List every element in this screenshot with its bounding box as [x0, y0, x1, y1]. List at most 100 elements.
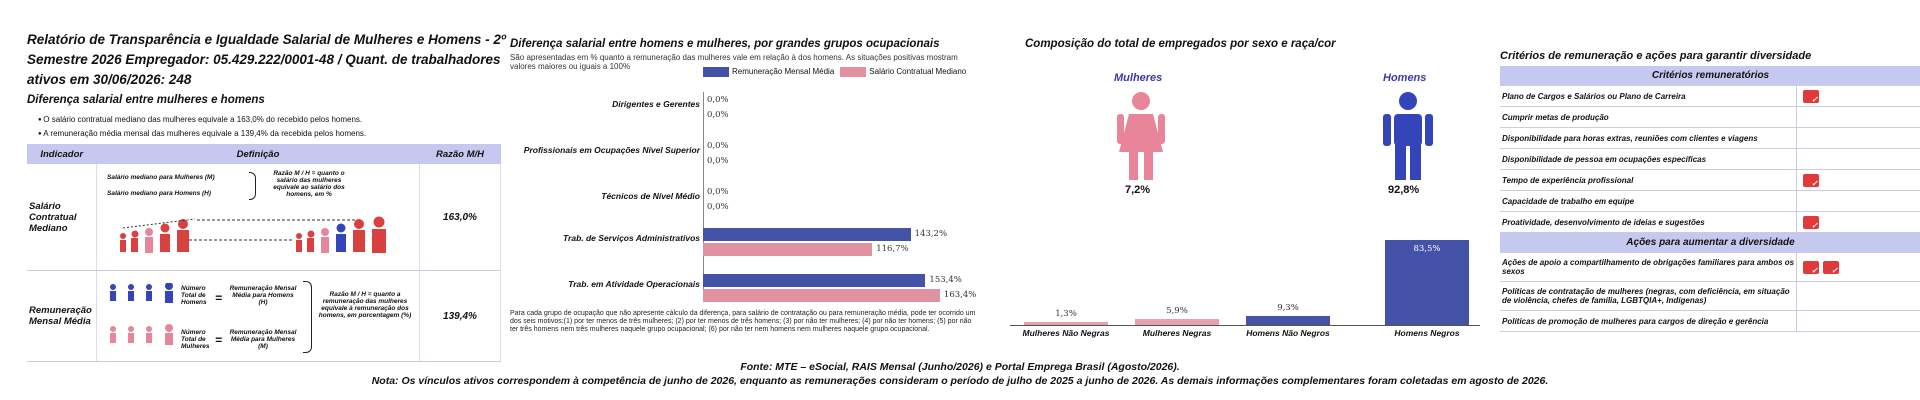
brace: [303, 281, 312, 353]
report-title: Relatório de Transparência e Igualdade S…: [27, 32, 506, 87]
man-icon: [1383, 92, 1433, 180]
criteria-marker: [1796, 252, 1920, 282]
composition-bar: [1246, 315, 1330, 325]
ratio-value: 163,0%: [419, 164, 501, 271]
indicator-name: Remuneração Mensal Média: [27, 270, 97, 362]
category-label: Trab. em Atividade Operacionais: [568, 279, 700, 289]
def-men-result: Remuneração Mensal Média para Homens (H): [229, 285, 297, 306]
bar-value-label: 153,4%: [929, 275, 962, 285]
chart-legend: Remuneração Mensal Média Salário Contrat…: [703, 67, 966, 77]
table-row: Salário Contratual Mediano Salário media…: [27, 164, 501, 271]
ratio-value: 139,4%: [419, 270, 501, 362]
col-header-definition: Definição: [96, 144, 420, 164]
table-row: Proatividade, desenvolvimento de ideias …: [1500, 211, 1920, 233]
footer-note: Nota: Os vínculos ativos correspondem à …: [371, 375, 1549, 387]
table-row: Cumprir metas de produção: [1500, 106, 1920, 128]
men-icons: [296, 216, 386, 253]
check-people-icon: [1803, 260, 1819, 275]
category-label: Dirigentes e Gerentes: [612, 99, 700, 109]
criteria-marker: [1796, 148, 1920, 170]
bar-value-label: 0,0%: [707, 156, 729, 166]
def-note: Razão M / H = quanto a remuneração das m…: [318, 291, 412, 319]
section-header: Critérios remuneratórios: [1500, 66, 1920, 86]
criteria-marker: [1796, 106, 1920, 128]
criteria-marker: [1796, 211, 1920, 233]
chart-note: São apresentadas em % quanto a remuneraç…: [510, 53, 958, 71]
criteria-label: Cumprir metas de produção: [1500, 106, 1797, 128]
criteria-label: Políticas de promoção de mulheres para c…: [1500, 310, 1797, 332]
chart-footnote: Para cada grupo de ocupação que não apre…: [510, 310, 976, 333]
composition-axis: [1010, 325, 1480, 326]
criteria-marker: [1796, 127, 1920, 149]
composition-bar: [1135, 318, 1219, 325]
def-line: Salário mediano para Homens (H): [107, 190, 212, 197]
criteria-marker: [1796, 85, 1920, 107]
criteria-label: Ações de apoio a compartilhamento de obr…: [1500, 252, 1797, 282]
bar-value-label: 0,0%: [707, 187, 729, 197]
bullet-item: O salário contratual mediano das mulhere…: [38, 113, 366, 127]
def-note: Razão M / H = quanto o salário das mulhe…: [273, 170, 345, 198]
brace: [249, 172, 256, 200]
criteria-label: Disponibilidade de pessoa em ocupações e…: [1500, 148, 1797, 170]
criteria-label: Disponibilidade para horas extras, reuni…: [1500, 127, 1797, 149]
table-row: Capacidade de trabalho em equipe: [1500, 190, 1920, 212]
chart-axis: [703, 92, 704, 300]
bullet-item: A remuneração média mensal das mulheres …: [38, 127, 366, 141]
woman-icon: [1117, 92, 1165, 180]
col-header-indicator: Indicador: [27, 144, 97, 164]
table-row: Plano de Cargos e Salários ou Plano de C…: [1500, 85, 1920, 107]
bar-value-label: 143,2%: [914, 229, 948, 239]
legend-swatch: [840, 67, 867, 77]
criteria-label: Políticas de contratação de mulheres (ne…: [1500, 281, 1797, 311]
composition-value-label: 83,5%: [1413, 243, 1441, 254]
def-line: Salário mediano para Mulheres (M): [107, 174, 215, 181]
legend-label: Remuneração Mensal Média: [732, 67, 835, 77]
check-people-icon: [1803, 173, 1819, 188]
criteria-marker: [1796, 190, 1920, 212]
composition-bar: [1024, 322, 1108, 325]
footer-source: Fonte: MTE – eSocial, RAIS Mensal (Junho…: [740, 361, 1180, 373]
composition-category-label: Homens Negros: [1394, 328, 1460, 338]
bar-value-label: 0,0%: [707, 202, 729, 212]
check-people-icon: [1803, 89, 1819, 104]
people-icons: [110, 283, 173, 345]
criteria-label: Capacidade de trabalho em equipe: [1500, 190, 1797, 212]
table-row: Políticas de promoção de mulheres para c…: [1500, 310, 1920, 332]
check-people-icon: [1823, 260, 1839, 275]
section-subtitle: Diferença salarial entre mulheres e home…: [27, 94, 265, 106]
bar-value-label: 0,0%: [707, 95, 729, 105]
criteria-label: Tempo de experiência profissional: [1500, 169, 1797, 191]
women-icons: [120, 219, 189, 253]
people-icons: [120, 216, 386, 253]
composition-category-label: Mulheres Não Negras: [1022, 328, 1110, 338]
criteria-label: Proatividade, desenvolvimento de ideias …: [1500, 211, 1797, 233]
legend-item-media: Remuneração Mensal Média: [703, 67, 834, 77]
composition-value-label: 9,3%: [1277, 302, 1299, 313]
def-women-result: Remuneração Mensal Média para Mulheres (…: [229, 329, 297, 350]
def-women-label: Número Total de Mulheres: [181, 329, 210, 350]
equals-sign: =: [215, 291, 223, 305]
bar-value-label: 0,0%: [707, 110, 729, 120]
legend-swatch: [703, 67, 729, 77]
men-percentage: 92,8%: [1388, 184, 1420, 196]
section-header: Ações para aumentar a diversidade: [1500, 232, 1920, 253]
bar-value-label: 0,0%: [707, 141, 729, 151]
composition-category-label: Mulheres Negras: [1142, 328, 1212, 338]
criteria-title: Critérios de remuneração e ações para ga…: [1500, 50, 1812, 62]
category-label: Trab. de Serviços Administrativos: [563, 233, 700, 243]
definition-cell: Salário mediano para Mulheres (M) Salári…: [96, 164, 420, 271]
table-row: Políticas de contratação de mulheres (ne…: [1500, 281, 1920, 311]
table-row: Remuneração Mensal Média Número Total de…: [27, 270, 501, 362]
bar-value-label: 163,4%: [943, 290, 977, 300]
composition-bar: [1385, 239, 1469, 325]
bar-value-label: 116,7%: [876, 244, 909, 254]
col-header-ratio: Razão M/H: [419, 144, 501, 164]
bar-mediano: [703, 243, 873, 256]
legend-item-mediano: Salário Contratual Mediano: [840, 67, 966, 77]
check-people-icon: [1803, 215, 1819, 230]
legend-label: Salário Contratual Mediano: [869, 67, 967, 77]
definition-cell: Número Total de Homens = Remuneração Men…: [96, 270, 420, 362]
criteria-marker: [1796, 169, 1920, 191]
summary-bullets: O salário contratual mediano das mulhere…: [38, 113, 366, 141]
bar-media: [703, 228, 911, 241]
